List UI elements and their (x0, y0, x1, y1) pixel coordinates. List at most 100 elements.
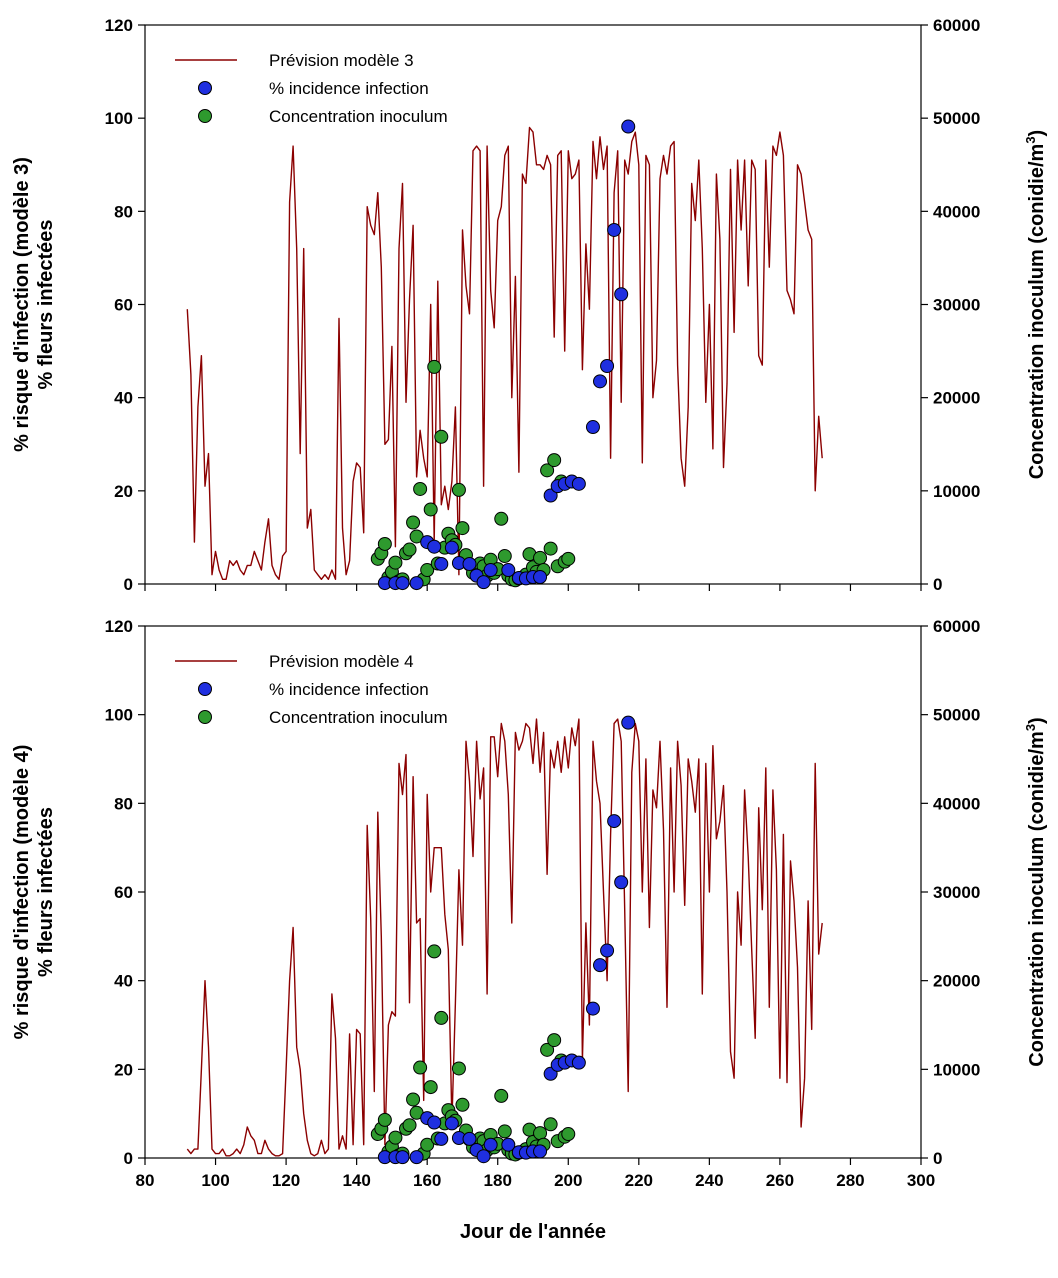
y2-tick-label: 20000 (933, 972, 980, 991)
inoculum-point (494, 511, 509, 526)
inoculum-point (406, 1092, 421, 1107)
x-tick-label: 100 (201, 1171, 229, 1190)
y-axis-title: % risque d'infection (modèle 4) (11, 745, 33, 1040)
inoculum-point (540, 463, 555, 478)
incidence-point (444, 540, 459, 555)
inoculum-point (547, 453, 562, 468)
inoculum-point (543, 541, 558, 556)
incidence-point (543, 488, 558, 503)
inoculum-point (413, 1060, 428, 1075)
x-tick-label: 240 (695, 1171, 723, 1190)
y2-axis-title: Concentration inoculum (conidie/m3) (1023, 717, 1048, 1066)
incidence-point (444, 1116, 459, 1131)
y2-axis-title-sup: 3 (1023, 136, 1038, 143)
y-tick-label: 100 (105, 706, 133, 725)
incidence-point (501, 563, 516, 578)
y2-tick-label: 40000 (933, 202, 980, 221)
x-tick-label: 140 (342, 1171, 370, 1190)
y2-tick-label: 30000 (933, 883, 980, 902)
incidence-point (571, 1055, 586, 1070)
incidence-point (600, 358, 615, 373)
inoculum-point (427, 944, 442, 959)
chart-panel-top: 0 20 40 60 80 100 120 0 10000 20000 30000 40000 5000… (11, 16, 1048, 594)
y-tick-label: 0 (124, 575, 133, 594)
incidence-point (427, 1115, 442, 1130)
y-tick-label: 40 (114, 972, 133, 991)
chart-panel-bottom: 0 20 40 60 80 100 120 0 10000 20000 30000 40000 5000… (11, 617, 1048, 1243)
y2-tick-label: 30000 (933, 296, 980, 315)
y2-axis-title-sup: 3 (1023, 724, 1038, 731)
y2-tick-label: 20000 (933, 389, 980, 408)
x-tick-label: 220 (625, 1171, 653, 1190)
y2-axis-title-tail: ) (1026, 130, 1048, 137)
incidence-point (409, 576, 424, 591)
incidence-point (593, 958, 608, 973)
x-tick-label: 300 (907, 1171, 935, 1190)
y-tick-label: 20 (114, 482, 133, 501)
y-tick-label: 100 (105, 109, 133, 128)
inoculum-point (497, 1124, 512, 1139)
inoculum-point (540, 1042, 555, 1057)
y-tick-label: 20 (114, 1060, 133, 1079)
inoculum-point (533, 550, 548, 565)
y-tick-label: 120 (105, 617, 133, 636)
y2-tick-label: 60000 (933, 617, 980, 636)
incidence-point (614, 287, 629, 302)
legend-incidence-swatch (198, 81, 212, 95)
inoculum-point (434, 1010, 449, 1025)
incidence-point (483, 1137, 498, 1152)
incidence-point (585, 420, 600, 435)
x-tick-label: 200 (554, 1171, 582, 1190)
incidence-point (607, 222, 622, 237)
inoculum-point (455, 1097, 470, 1112)
incidence-point (533, 570, 548, 585)
inoculum-point (494, 1088, 509, 1103)
legend-inoculum-label: Concentration inoculum (269, 708, 448, 727)
inoculum-point (420, 1137, 435, 1152)
y2-axis-title-main: Concentration inoculum (conidie/m (1026, 144, 1048, 480)
y2-tick-label: 0 (933, 1149, 942, 1168)
x-tick-label: 260 (766, 1171, 794, 1190)
y-tick-label: 60 (114, 296, 133, 315)
incidence-point (585, 1001, 600, 1016)
x-tick-label: 120 (272, 1171, 300, 1190)
incidence-point (593, 374, 608, 389)
inoculum-point (561, 551, 576, 566)
y2-axis-title-main: Concentration inoculum (conidie/m (1026, 731, 1048, 1067)
y2-tick-label: 10000 (933, 1060, 980, 1079)
incidence-point (434, 1131, 449, 1146)
y-axis-title-line2: % fleurs infectées (35, 219, 57, 389)
incidence-point (476, 1149, 491, 1164)
y-tick-label: 80 (114, 794, 133, 813)
legend-incidence-label: % incidence infection (269, 79, 429, 98)
legend-inoculum-label: Concentration inoculum (269, 107, 448, 126)
y-tick-label: 120 (105, 16, 133, 35)
inoculum-point (451, 482, 466, 497)
inoculum-point (427, 359, 442, 374)
incidence-point (395, 1150, 410, 1165)
legend-incidence-label: % incidence infection (269, 680, 429, 699)
y2-tick-label: 50000 (933, 706, 980, 725)
incidence-point (607, 814, 622, 829)
incidence-point (434, 556, 449, 571)
incidence-point (427, 539, 442, 554)
legend: Prévision modèle 4 % incidence infection C… (175, 652, 448, 727)
y-axis-title: % risque d'infection (modèle 3) (11, 157, 33, 452)
inoculum-point (497, 549, 512, 564)
incidence-point (621, 119, 636, 134)
y2-tick-label: 60000 (933, 16, 980, 35)
inoculum-point (533, 1126, 548, 1141)
x-tick-label: 80 (136, 1171, 155, 1190)
incidence-point (621, 715, 636, 730)
inoculum-point (402, 542, 417, 557)
inoculum-point (406, 515, 421, 530)
inoculum-point (377, 1112, 392, 1127)
inoculum-point (413, 481, 428, 496)
legend: Prévision modèle 3 % incidence infection C… (175, 51, 448, 126)
x-tick-label: 280 (836, 1171, 864, 1190)
legend-inoculum-swatch (198, 109, 212, 123)
plot-frame (144, 24, 922, 585)
y-tick-label: 40 (114, 389, 133, 408)
model-series-line (186, 718, 823, 1157)
incidence-point (533, 1144, 548, 1159)
